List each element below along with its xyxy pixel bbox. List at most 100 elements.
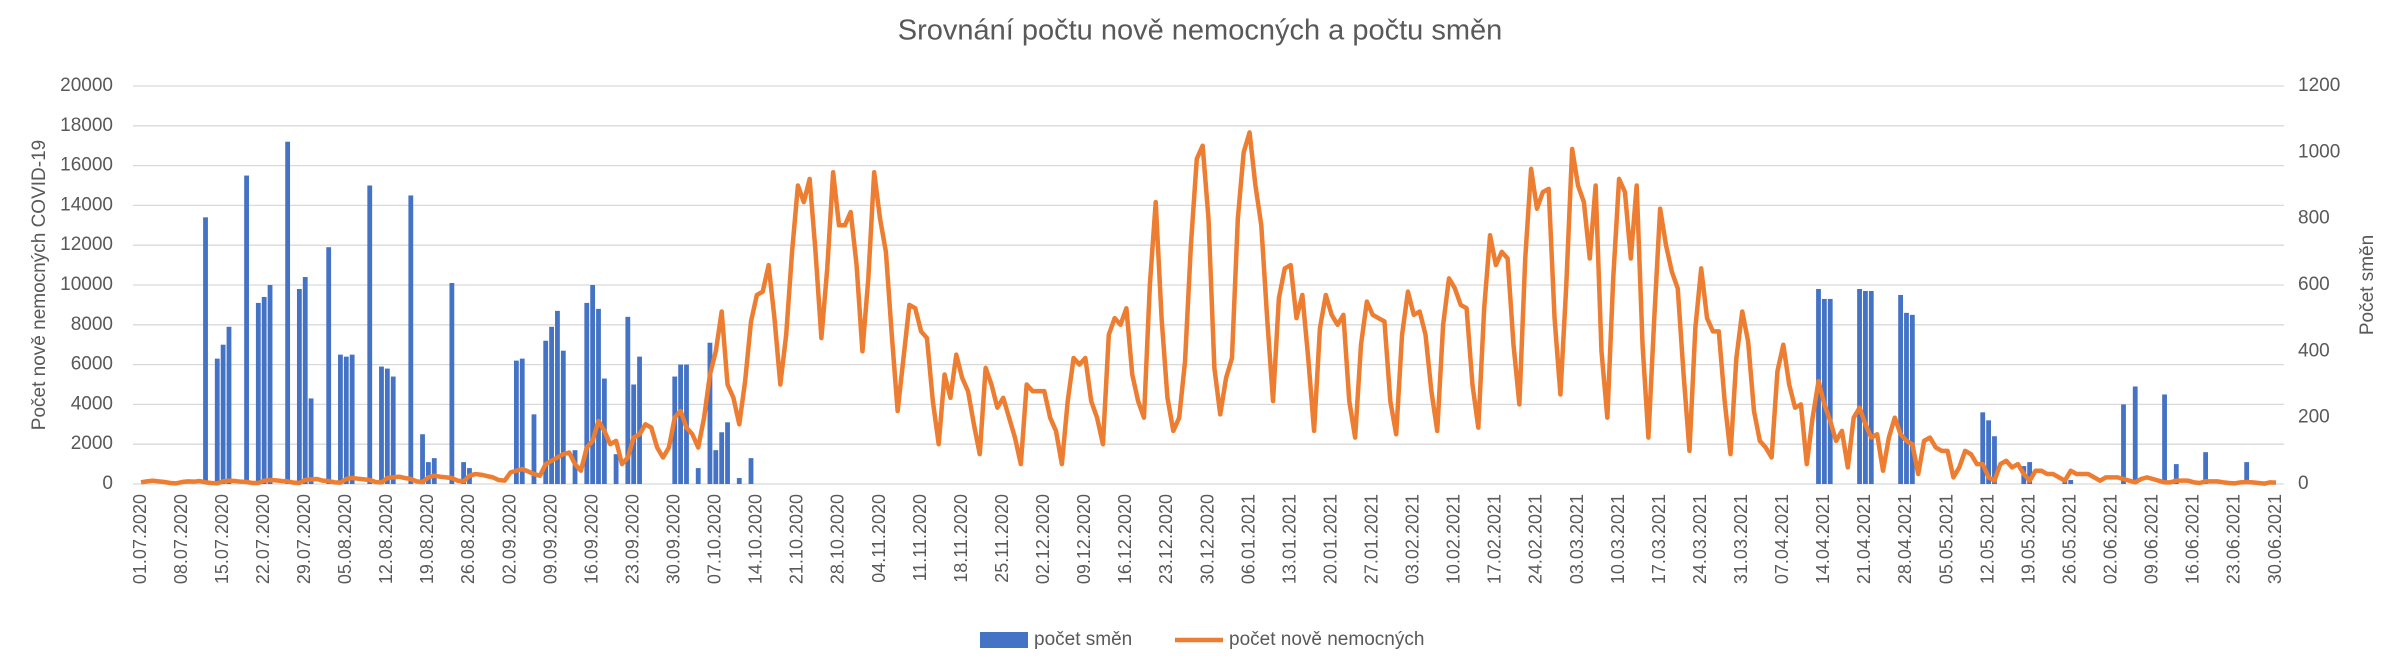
x-tick-label: 19.08.2020: [417, 494, 437, 584]
bar: [220, 344, 226, 484]
x-tick-label: 02.09.2020: [499, 494, 519, 584]
bar: [543, 340, 549, 484]
x-tick-label: 04.11.2020: [869, 494, 889, 583]
chart-title: Srovnání počtu nově nemocných a počtu sm…: [898, 15, 1503, 47]
y-tick-label: 6000: [71, 354, 113, 375]
x-tick-label: 27.01.2021: [1361, 494, 1381, 584]
y-tick-label: 14000: [60, 194, 113, 215]
legend-label: počet směn: [1034, 629, 1132, 650]
y-tick-label: 2000: [71, 433, 113, 454]
bar: [261, 296, 267, 484]
bar: [707, 342, 713, 484]
bar: [302, 277, 308, 484]
x-tick-label: 17.02.2021: [1485, 494, 1505, 584]
line: [140, 130, 2277, 486]
x-tick-label: 16.06.2021: [2183, 494, 2203, 584]
x-tick-label: 10.02.2021: [1444, 494, 1464, 584]
bar: [431, 458, 437, 484]
bar: [285, 141, 291, 484]
x-tick-label: 02.06.2021: [2101, 494, 2121, 584]
x-tick-label: 05.08.2020: [335, 494, 355, 584]
bar: [736, 478, 742, 484]
bar: [725, 422, 730, 484]
x-tick-label: 12.05.2021: [1977, 494, 1997, 584]
y-tick-label: 18000: [60, 115, 113, 136]
bar: [1827, 298, 1833, 484]
bar: [519, 358, 525, 484]
x-tick-label: 09.06.2021: [2142, 494, 2162, 584]
y2-tick-label: 1200: [2298, 75, 2340, 96]
bar: [584, 302, 590, 484]
bar: [426, 462, 431, 484]
legend-label: počet nově nemocných: [1229, 629, 1424, 650]
x-tick-label: 07.10.2020: [705, 494, 725, 584]
bar: [1909, 314, 1915, 484]
bar: [244, 175, 249, 485]
x-tick-label: 02.12.2020: [1033, 494, 1053, 584]
x-tick-label: 19.05.2021: [2018, 494, 2038, 584]
bar: [719, 432, 725, 484]
x-tick-label: 13.01.2021: [1279, 494, 1299, 584]
bar: [390, 376, 396, 484]
x-tick-label: 10.03.2021: [1608, 494, 1628, 584]
x-tick-label: 14.04.2021: [1813, 494, 1833, 584]
x-tick-label: 26.08.2020: [458, 494, 478, 584]
bar: [214, 358, 220, 484]
bar: [1857, 288, 1862, 484]
bar: [420, 434, 425, 484]
x-tick-label: 03.02.2021: [1403, 494, 1423, 584]
x-tick-label: 16.12.2020: [1115, 494, 1135, 584]
x-tick-label: 30.09.2020: [664, 494, 684, 584]
bar: [2121, 404, 2126, 484]
bar: [513, 360, 519, 484]
y2-tick-label: 1000: [2298, 141, 2340, 162]
x-tick-label: 29.07.2020: [294, 494, 314, 584]
bar: [590, 285, 596, 484]
bar: [555, 310, 560, 484]
bar: [326, 247, 332, 484]
bar: [1986, 420, 1991, 484]
bar: [343, 356, 349, 484]
x-tick-label: 12.08.2020: [376, 494, 396, 584]
x-tick-label: 06.01.2021: [1238, 494, 1258, 584]
bar: [549, 326, 554, 484]
y-tick-label: 0: [102, 473, 113, 494]
bar: [255, 302, 261, 484]
bar: [531, 414, 537, 484]
x-tick-label: 21.10.2020: [787, 494, 807, 584]
x-tick-label: 09.09.2020: [540, 494, 560, 584]
bar: [1980, 412, 1986, 484]
bar: [613, 454, 619, 484]
x-tick-label: 20.01.2021: [1320, 494, 1340, 584]
bar: [267, 285, 273, 484]
bar: [625, 316, 631, 484]
bar: [1821, 298, 1827, 484]
y-axis-title: Počet nově nemocných COVID-19: [29, 140, 50, 430]
y2-axis-title: Počet směn: [2357, 235, 2378, 335]
x-tick-label: 11.11.2020: [910, 494, 930, 581]
x-tick-label: 28.10.2020: [828, 494, 848, 584]
x-tick-label: 09.12.2020: [1074, 494, 1094, 584]
bar: [2162, 394, 2167, 484]
bar: [349, 354, 355, 484]
y-tick-label: 16000: [60, 155, 113, 176]
legend-swatch: [980, 632, 1028, 648]
bar: [637, 356, 642, 484]
bar: [713, 450, 719, 484]
y2-tick-label: 600: [2298, 274, 2330, 295]
x-tick-label: 18.11.2020: [951, 494, 971, 583]
bar: [2173, 464, 2179, 484]
x-tick-label: 30.06.2021: [2265, 494, 2285, 584]
x-tick-label: 16.09.2020: [581, 494, 601, 584]
bar: [1904, 312, 1909, 484]
x-tick-label: 03.03.2021: [1567, 494, 1587, 584]
bar: [560, 350, 566, 484]
y2-tick-label: 400: [2298, 340, 2330, 361]
bar: [1868, 290, 1874, 484]
x-tick-label: 22.07.2020: [253, 494, 273, 584]
bar: [367, 185, 373, 484]
bar: [308, 398, 314, 484]
bar: [672, 376, 678, 484]
bar: [2068, 480, 2074, 484]
